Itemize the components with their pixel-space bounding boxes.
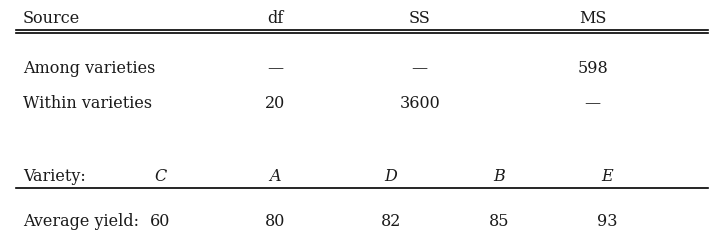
Text: 598: 598: [578, 60, 608, 77]
Text: 82: 82: [381, 212, 401, 229]
Text: MS: MS: [579, 10, 607, 27]
Text: 85: 85: [489, 212, 509, 229]
Text: Within varieties: Within varieties: [23, 95, 152, 112]
Text: D: D: [384, 167, 397, 184]
Text: B: B: [493, 167, 505, 184]
Text: Variety:: Variety:: [23, 167, 85, 184]
Text: SS: SS: [409, 10, 431, 27]
Text: Average yield:: Average yield:: [23, 212, 139, 229]
Text: E: E: [602, 167, 613, 184]
Text: —: —: [585, 95, 601, 112]
Text: C: C: [154, 167, 167, 184]
Text: 3600: 3600: [400, 95, 440, 112]
Text: Source: Source: [23, 10, 80, 27]
Text: A: A: [270, 167, 281, 184]
Text: df: df: [267, 10, 284, 27]
Text: —: —: [412, 60, 428, 77]
Text: Among varieties: Among varieties: [23, 60, 156, 77]
Text: 80: 80: [265, 212, 286, 229]
Text: 93: 93: [597, 212, 618, 229]
Text: 60: 60: [150, 212, 170, 229]
Text: 20: 20: [265, 95, 285, 112]
Text: —: —: [267, 60, 284, 77]
